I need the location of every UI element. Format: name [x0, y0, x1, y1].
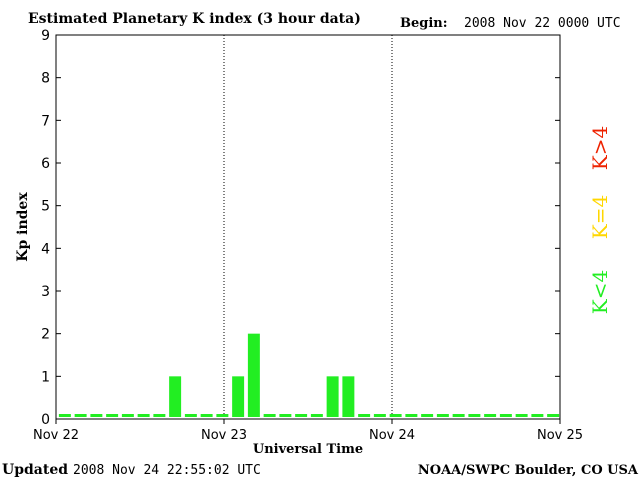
source-credit: NOAA/SWPC Boulder, CO USA — [418, 463, 639, 478]
bars — [58, 333, 560, 417]
kp-bar — [74, 414, 87, 417]
kp-bar — [326, 376, 339, 417]
y-tick-label: 1 — [41, 369, 50, 385]
kp-bar — [279, 414, 292, 417]
chart-title: Estimated Planetary K index (3 hour data… — [28, 11, 361, 27]
kp-bar — [247, 333, 260, 417]
kp-bar — [200, 414, 213, 417]
y-axis: 0 1 2 3 4 5 6 7 8 9 — [41, 28, 560, 428]
updated-label: Updated — [2, 462, 68, 478]
day-separators — [223, 35, 393, 419]
kp-bar — [216, 414, 229, 417]
y-tick-label: 5 — [41, 199, 50, 215]
updated-value: 2008 Nov 24 22:55:02 UTC — [73, 463, 261, 478]
kp-bar — [121, 414, 134, 417]
kp-bar — [184, 414, 197, 417]
kp-bar — [153, 414, 166, 417]
kp-bar — [484, 414, 497, 417]
kp-bar — [389, 414, 402, 417]
kp-bar — [90, 414, 103, 417]
y-tick-label: 4 — [41, 241, 50, 257]
kp-bar — [452, 414, 465, 417]
kp-bar — [436, 414, 449, 417]
kp-bar — [295, 414, 308, 417]
legend: K>4 K=4 K<4 — [588, 126, 612, 314]
x-tick-label: Nov 23 — [201, 428, 247, 443]
kp-bar — [310, 414, 323, 417]
kp-bar — [499, 414, 512, 417]
kp-bar — [263, 414, 276, 417]
y-tick-label: 2 — [41, 327, 50, 343]
y-axis-title: Kp index — [15, 192, 31, 262]
x-axis-title: Universal Time — [253, 442, 363, 457]
y-tick-label: 9 — [41, 28, 50, 44]
kp-bar — [232, 376, 245, 417]
x-tick-label: Nov 24 — [369, 428, 415, 443]
kp-bar — [106, 414, 119, 417]
kp-bar — [421, 414, 434, 417]
legend-item: K=4 — [588, 195, 612, 239]
kp-bar — [373, 414, 386, 417]
plot-frame — [55, 34, 561, 420]
kp-bar — [358, 414, 371, 417]
kp-bar — [547, 414, 560, 417]
legend-item: K>4 — [588, 126, 612, 170]
y-tick-label: 8 — [41, 71, 50, 87]
y-tick-label: 6 — [41, 156, 50, 172]
x-tick-label: Nov 22 — [33, 428, 79, 443]
kp-bar — [405, 414, 418, 417]
legend-item: K<4 — [588, 270, 612, 314]
kp-bar — [531, 414, 544, 417]
y-tick-label: 3 — [41, 284, 50, 300]
x-tick-label: Nov 25 — [537, 428, 583, 443]
begin-label: Begin: — [400, 16, 448, 31]
x-axis: Nov 22 Nov 23 Nov 24 Nov 25 — [33, 419, 583, 443]
kp-bar — [169, 376, 182, 417]
y-tick-label: 0 — [41, 412, 50, 428]
begin-value: 2008 Nov 22 0000 UTC — [464, 16, 621, 31]
kp-bar — [137, 414, 150, 417]
kp-bar — [342, 376, 355, 417]
kp-bar — [58, 414, 71, 417]
y-tick-label: 7 — [41, 113, 50, 129]
kp-bar — [515, 414, 528, 417]
kp-bar — [468, 414, 481, 417]
